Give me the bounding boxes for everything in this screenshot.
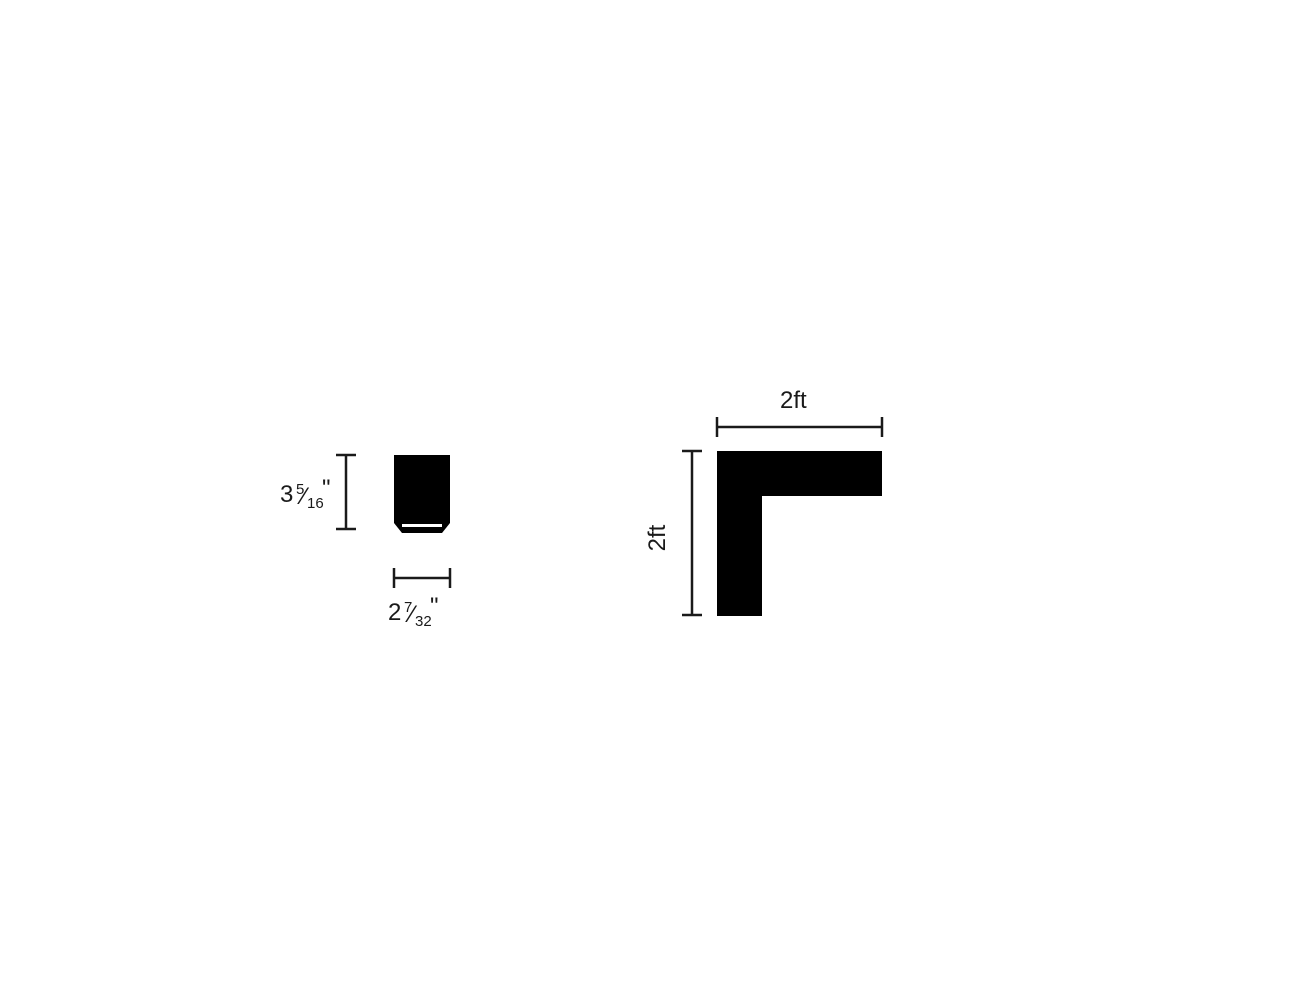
plan-top-dim: 2ft — [717, 387, 882, 437]
profile-width-dim: 27⁄32" — [388, 568, 450, 630]
profile-view: 35⁄16" 27⁄32" — [280, 455, 450, 630]
profile-lens-slit — [402, 524, 442, 527]
profile-height-label: 35⁄16" — [280, 475, 331, 512]
dimension-diagram: 35⁄16" 27⁄32" 2ft 2ft — [0, 0, 1300, 1004]
plan-left-label: 2ft — [644, 524, 671, 551]
svg-text:": " — [322, 475, 331, 502]
profile-width-label: 27⁄32" — [388, 593, 439, 630]
svg-text:3: 3 — [280, 481, 293, 508]
plan-top-label: 2ft — [780, 387, 807, 414]
profile-height-dim: 35⁄16" — [280, 455, 356, 529]
l-shape — [717, 451, 882, 616]
plan-left-dim: 2ft — [644, 451, 702, 615]
profile-shape — [394, 455, 450, 533]
plan-view: 2ft 2ft — [644, 387, 882, 616]
svg-text:": " — [430, 593, 439, 620]
svg-text:2: 2 — [388, 599, 401, 626]
